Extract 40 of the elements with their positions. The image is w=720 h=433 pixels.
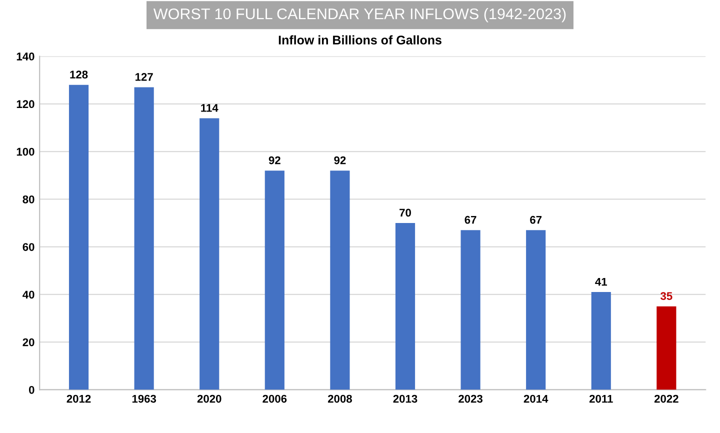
x-tick-label: 2008 [328, 394, 352, 403]
y-tick-label: 80 [22, 195, 34, 204]
bar [264, 170, 284, 390]
data-label: 128 [70, 70, 88, 79]
chart-subtitle: Inflow in Billions of Gallons [278, 35, 442, 44]
x-tick-label: 2012 [66, 394, 91, 403]
bar [68, 84, 89, 390]
data-label: 67 [530, 216, 542, 224]
bar [200, 118, 220, 390]
chart-title: WORST 10 FULL CALENDAR YEAR INFLOWS (1942-2023) [153, 8, 566, 22]
data-label: 67 [464, 216, 476, 224]
y-tick-label: 100 [16, 148, 34, 156]
x-tick-label: 2011 [589, 394, 613, 403]
y-tick-label: 60 [22, 243, 34, 251]
bar [330, 170, 350, 390]
y-tick-label: 120 [16, 100, 34, 108]
y-tick-label: 140 [16, 52, 34, 60]
data-label: 92 [268, 156, 280, 164]
x-tick-label: 2014 [524, 394, 548, 403]
bar [460, 230, 480, 390]
x-tick-label: 2022 [654, 394, 678, 403]
data-label: 127 [136, 73, 153, 81]
data-label: 35 [660, 292, 672, 300]
bar [591, 292, 611, 390]
y-tick-label: 0 [29, 386, 34, 394]
bar [526, 230, 546, 390]
data-label: 70 [400, 208, 411, 217]
y-tick-label: 20 [22, 338, 34, 346]
bar [656, 306, 676, 390]
data-label: 41 [595, 278, 607, 286]
bar [134, 87, 154, 390]
x-tick-label: 2006 [262, 394, 287, 403]
x-tick-label: 1963 [132, 394, 156, 403]
y-tick-label: 40 [22, 290, 34, 299]
x-tick-label: 2023 [458, 394, 482, 403]
x-tick-label: 2020 [197, 394, 222, 403]
data-label: 92 [334, 156, 346, 164]
x-tick-label: 2013 [393, 394, 418, 403]
bar [395, 222, 416, 390]
data-label: 114 [201, 104, 218, 112]
